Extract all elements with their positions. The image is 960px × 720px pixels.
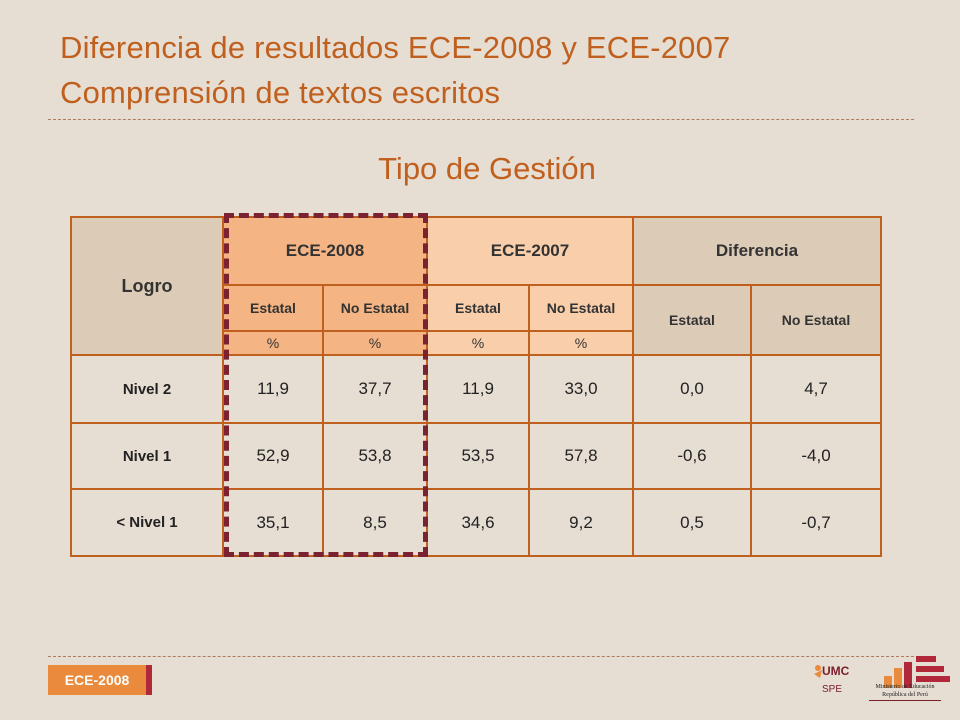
cell-dif-no-estatal: -0,7 [749,488,883,557]
table-row: < Nivel 1 35,1 8,5 34,6 9,2 0,5 -0,7 [70,488,883,557]
cell-ece2008-estatal: 52,9 [222,422,324,490]
cell-ece2007-estatal: 53,5 [426,422,530,490]
cell-ece2007-estatal: 34,6 [426,488,530,557]
umc-logo-text: UMC [822,664,850,678]
unit-ece2008-estatal: % [222,330,324,356]
unit-ece2008-no-estatal: % [322,330,428,356]
row-label: Nivel 2 [70,354,224,424]
ministry-underline [869,700,941,701]
page-title-line-2: Comprensión de textos escritos [60,75,501,110]
subheader-ece2008-estatal: Estatal [222,284,324,332]
results-table-container: Logro ECE-2008 ECE-2007 Diferencia Estat… [70,216,883,557]
spe-label: SPE [822,684,843,695]
subheader-dif-no-estatal: No Estatal [749,284,883,356]
header-ece2008: ECE-2008 [222,216,428,286]
table-row: Nivel 2 11,9 37,7 11,9 33,0 0,0 4,7 [70,354,883,424]
title-divider [48,119,914,120]
cell-ece2007-no-estatal: 33,0 [528,354,634,424]
header-ece2007: ECE-2007 [426,216,634,286]
cell-ece2007-estatal: 11,9 [426,354,530,424]
cell-ece2008-no-estatal: 53,8 [322,422,428,490]
results-table: Logro ECE-2008 ECE-2007 Diferencia Estat… [70,216,883,557]
footer-badge: ECE-2008 [48,665,152,695]
cell-ece2007-no-estatal: 57,8 [528,422,634,490]
cell-ece2008-estatal: 35,1 [222,488,324,557]
subheader-dif-estatal: Estatal [632,284,752,356]
cell-ece2008-no-estatal: 8,5 [322,488,428,557]
cell-dif-no-estatal: 4,7 [749,354,883,424]
cell-ece2008-no-estatal: 37,7 [322,354,428,424]
cell-ece2007-no-estatal: 9,2 [528,488,634,557]
cell-dif-estatal: 0,5 [632,488,752,557]
unit-ece2007-no-estatal: % [528,330,634,356]
subheader-ece2007-estatal: Estatal [426,284,530,332]
cell-dif-no-estatal: -4,0 [749,422,883,490]
section-subtitle: Tipo de Gestión [378,151,596,186]
cell-dif-estatal: -0,6 [632,422,752,490]
row-label: < Nivel 1 [70,488,224,557]
subheader-ece2008-no-estatal: No Estatal [322,284,428,332]
row-label: Nivel 1 [70,422,224,490]
ministry-country: República del Perú [882,692,928,698]
subheader-ece2007-no-estatal: No Estatal [528,284,634,332]
header-logro: Logro [70,216,224,356]
unit-ece2007-estatal: % [426,330,530,356]
cell-ece2008-estatal: 11,9 [222,354,324,424]
table-row: Nivel 1 52,9 53,8 53,5 57,8 -0,6 -4,0 [70,422,883,490]
ministry-name: Ministerio de Educación [875,684,935,690]
footer-divider [48,656,914,657]
cell-dif-estatal: 0,0 [632,354,752,424]
umc-logo-icon [814,665,822,678]
page-title-line-1: Diferencia de resultados ECE-2008 y ECE-… [60,30,731,65]
header-diferencia: Diferencia [631,216,883,286]
minedu-logo-icon [884,656,950,688]
